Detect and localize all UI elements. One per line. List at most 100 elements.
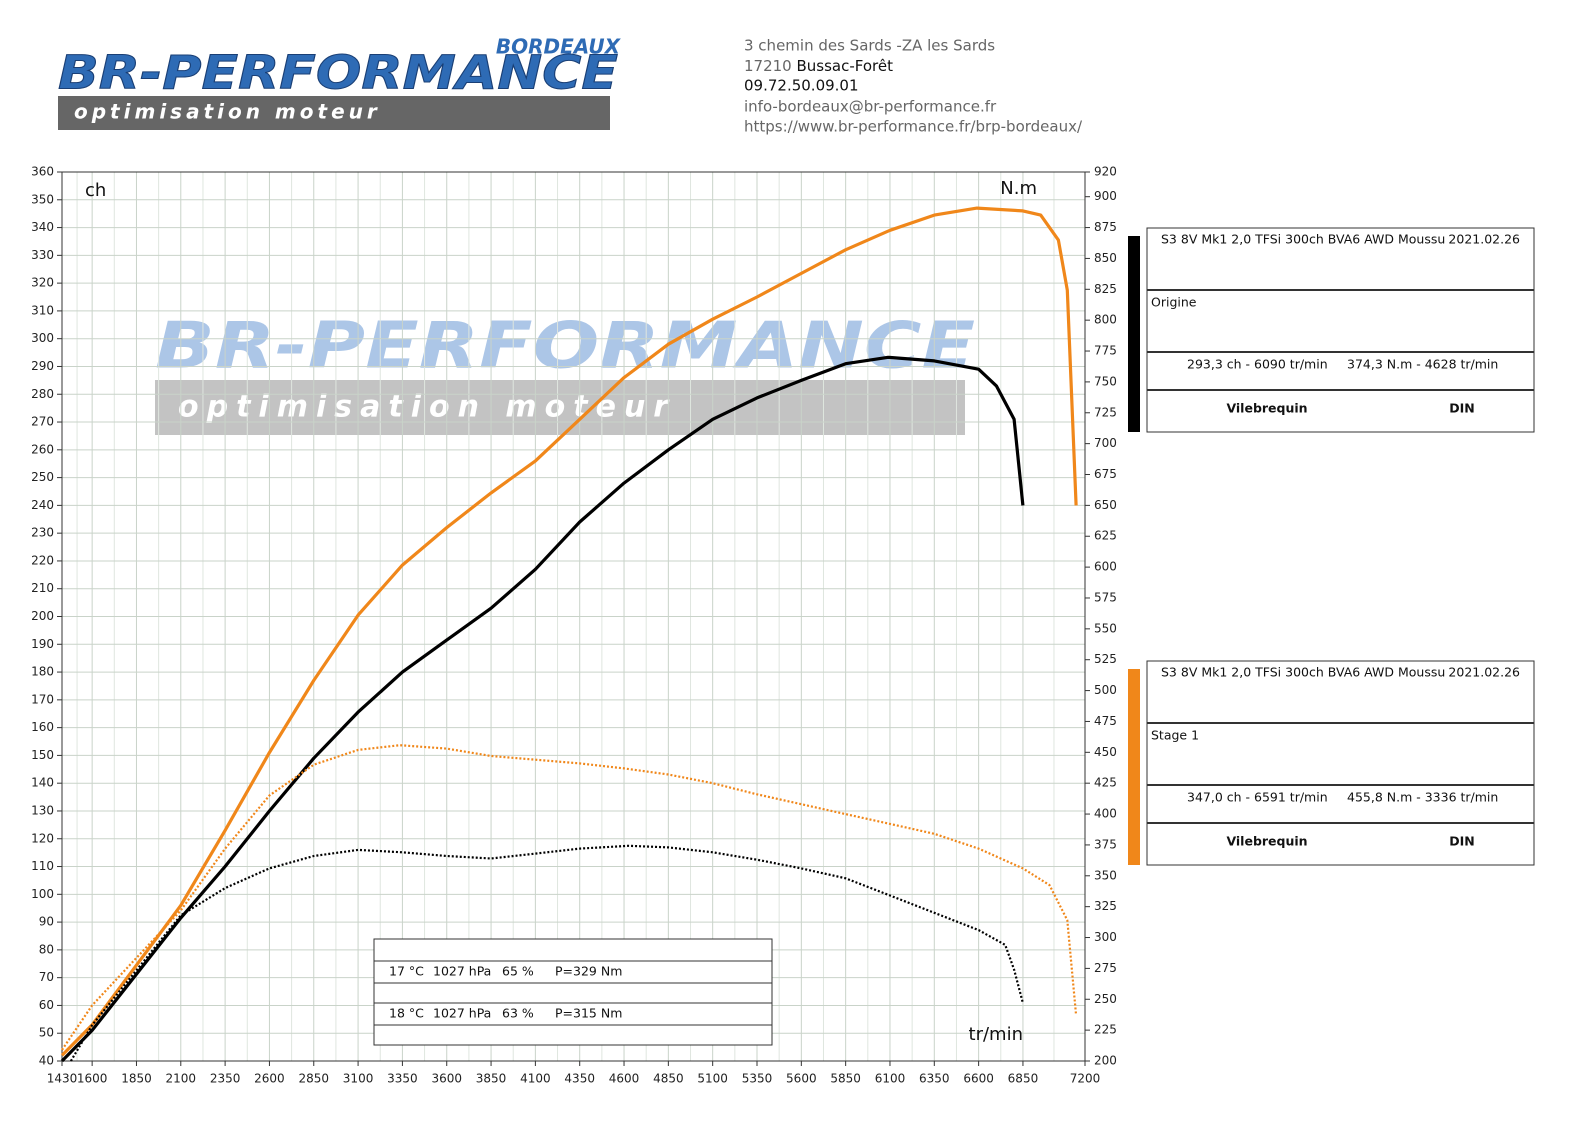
y-tick-label: 330 bbox=[31, 248, 54, 262]
y2-tick-label: 250 bbox=[1094, 992, 1117, 1006]
y2-tick-label: 425 bbox=[1094, 776, 1117, 790]
y-tick-label: 140 bbox=[31, 776, 54, 790]
y2-tick-label: 875 bbox=[1094, 220, 1117, 234]
y-tick-label: 190 bbox=[31, 637, 54, 651]
y-tick-label: 260 bbox=[31, 442, 54, 456]
x-tick-label: 4600 bbox=[609, 1072, 640, 1086]
x-tick-label: 6350 bbox=[919, 1072, 950, 1086]
y-tick-label: 90 bbox=[39, 915, 54, 929]
legend-torque-peak: 374,3 N.m - 4628 tr/min bbox=[1347, 357, 1498, 372]
watermark-band bbox=[155, 380, 965, 435]
series-line bbox=[69, 844, 1024, 1062]
y-tick-label: 250 bbox=[31, 470, 54, 484]
y2-tick-label: 800 bbox=[1094, 313, 1117, 327]
address: 3 chemin des Sards -ZA les Sards 17210 B… bbox=[744, 37, 1083, 136]
legend-norm: DIN bbox=[1449, 401, 1475, 416]
legend-name: Stage 1 bbox=[1151, 728, 1199, 743]
email: info-bordeaux@br-performance.fr bbox=[744, 98, 997, 116]
legend-name: Origine bbox=[1151, 295, 1197, 310]
x-tick-label: 5600 bbox=[786, 1072, 817, 1086]
y2-tick-label: 500 bbox=[1094, 683, 1117, 697]
y-tick-label: 360 bbox=[31, 165, 54, 179]
legend-date: 2021.02.26 bbox=[1448, 232, 1520, 247]
humidity: 65 % bbox=[502, 964, 534, 979]
y2-tick-label: 725 bbox=[1094, 405, 1117, 419]
y-tick-label: 120 bbox=[31, 831, 54, 845]
y2-tick-label: 675 bbox=[1094, 467, 1117, 481]
conditions-box bbox=[373, 938, 773, 1046]
y2-tick-label: 400 bbox=[1094, 807, 1117, 821]
series-line bbox=[61, 744, 1078, 1051]
y-tick-label: 50 bbox=[39, 1026, 54, 1040]
p-value: P=329 Nm bbox=[555, 964, 622, 979]
logo: BORDEAUX BR-PERFORMANCE optimisation mot… bbox=[58, 35, 622, 130]
x-tick-label: 1430 bbox=[47, 1072, 78, 1086]
y2-tick-label: 575 bbox=[1094, 590, 1117, 604]
x-tick-label: 3350 bbox=[387, 1072, 418, 1086]
web: https://www.br-performance.fr/brp-bordea… bbox=[744, 118, 1083, 136]
y-tick-label: 170 bbox=[31, 692, 54, 706]
x-tick-label: 2100 bbox=[166, 1072, 197, 1086]
y-tick-label: 110 bbox=[31, 859, 54, 873]
x-tick-label: 5850 bbox=[830, 1072, 861, 1086]
y-tick-label: 40 bbox=[39, 1054, 54, 1068]
legend-title: S3 8V Mk1 2,0 TFSi 300ch BVA6 AWD Moussu bbox=[1161, 232, 1445, 247]
y-tick-label: 130 bbox=[31, 803, 54, 817]
logo-brand: BR-PERFORMANCE bbox=[58, 46, 618, 100]
legend-norm: DIN bbox=[1449, 834, 1475, 849]
x-tick-label: 1600 bbox=[77, 1072, 108, 1086]
x-axis-label: tr/min bbox=[969, 1024, 1023, 1045]
y-tick-label: 280 bbox=[31, 387, 54, 401]
y2-tick-label: 775 bbox=[1094, 344, 1117, 358]
zip: 17210 bbox=[744, 57, 792, 75]
x-tick-label: 3600 bbox=[431, 1072, 462, 1086]
x-tick-label: 6600 bbox=[963, 1072, 994, 1086]
x-tick-label: 2350 bbox=[210, 1072, 241, 1086]
x-tick-label: 6850 bbox=[1008, 1072, 1039, 1086]
pressure: 1027 hPa bbox=[433, 1006, 491, 1021]
y2-tick-label: 550 bbox=[1094, 621, 1117, 635]
x-tick-label: 6100 bbox=[875, 1072, 906, 1086]
logo-city: BORDEAUX bbox=[496, 35, 622, 59]
y2-tick-label: 650 bbox=[1094, 498, 1117, 512]
x-tick-label: 4350 bbox=[564, 1072, 595, 1086]
y-tick-label: 60 bbox=[39, 998, 54, 1012]
y-tick-label: 160 bbox=[31, 720, 54, 734]
legend-mode: Vilebrequin bbox=[1226, 401, 1307, 416]
y-tick-label: 230 bbox=[31, 526, 54, 540]
y2-tick-label: 450 bbox=[1094, 745, 1117, 759]
series-line bbox=[60, 206, 1078, 1057]
legend-power-peak: 293,3 ch - 6090 tr/min bbox=[1187, 357, 1328, 372]
city-line: 17210 Bussac-Forêt bbox=[744, 57, 893, 75]
y-tick-label: 270 bbox=[31, 415, 54, 429]
x-tick-label: 7200 bbox=[1070, 1072, 1101, 1086]
x-tick-label: 2600 bbox=[254, 1072, 285, 1086]
x-tick-label: 2850 bbox=[298, 1072, 329, 1086]
y2-tick-label: 275 bbox=[1094, 961, 1117, 975]
legend-date: 2021.02.26 bbox=[1448, 665, 1520, 680]
y2-tick-label: 475 bbox=[1094, 714, 1117, 728]
temperature: 18 °C bbox=[389, 1006, 424, 1021]
y2-tick-label: 625 bbox=[1094, 529, 1117, 543]
y2-tick-label: 325 bbox=[1094, 899, 1117, 913]
watermark: BR-PERFORMANCE optimisation moteur bbox=[155, 310, 975, 435]
legend-color-bar bbox=[1128, 236, 1140, 432]
y-tick-label: 80 bbox=[39, 942, 54, 956]
y2-tick-label: 375 bbox=[1094, 837, 1117, 851]
y2-tick-label: 600 bbox=[1094, 560, 1117, 574]
legend-box bbox=[1146, 227, 1535, 433]
legend-title: S3 8V Mk1 2,0 TFSi 300ch BVA6 AWD Moussu bbox=[1161, 665, 1445, 680]
logo-tagline: optimisation moteur bbox=[74, 100, 381, 124]
y-tick-label: 200 bbox=[31, 609, 54, 623]
y2-tick-label: 750 bbox=[1094, 374, 1117, 388]
y2-tick-label: 825 bbox=[1094, 282, 1117, 296]
x-tick-label: 4850 bbox=[653, 1072, 684, 1086]
city: Bussac-Forêt bbox=[797, 57, 894, 75]
plot-frame bbox=[61, 171, 1086, 1062]
y2-tick-label: 350 bbox=[1094, 868, 1117, 882]
y2-tick-label: 700 bbox=[1094, 436, 1117, 450]
y-tick-label: 310 bbox=[31, 303, 54, 317]
y2-axis-label: N.m bbox=[1000, 178, 1037, 199]
y-tick-label: 210 bbox=[31, 581, 54, 595]
y2-tick-label: 900 bbox=[1094, 189, 1117, 203]
